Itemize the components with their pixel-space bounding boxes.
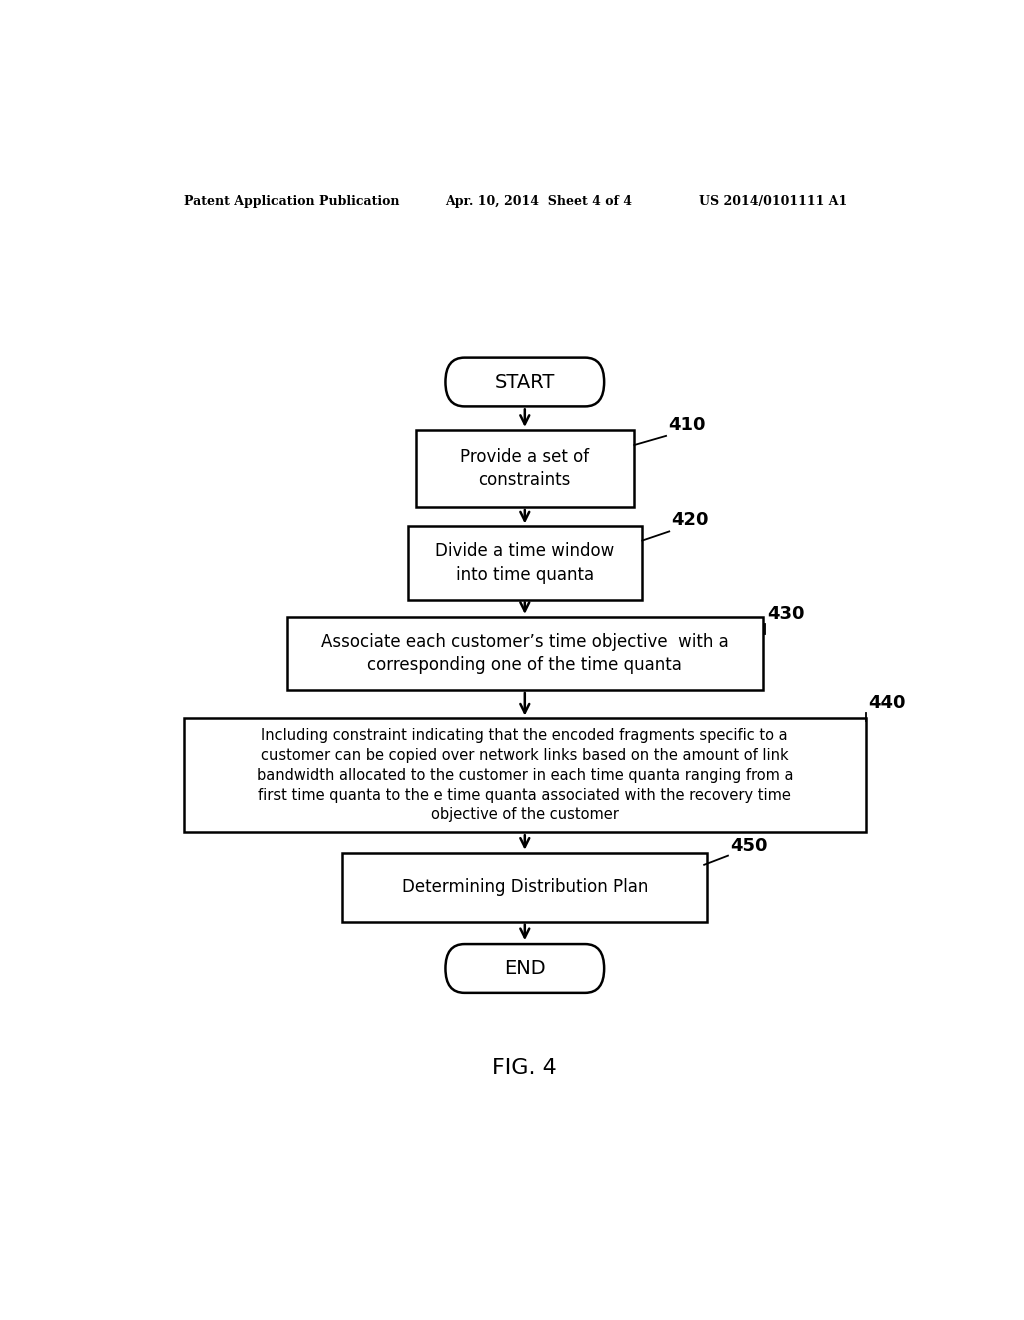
Text: Patent Application Publication: Patent Application Publication <box>183 194 399 207</box>
Text: US 2014/0101111 A1: US 2014/0101111 A1 <box>699 194 848 207</box>
Text: 440: 440 <box>868 694 906 713</box>
Text: 430: 430 <box>768 605 805 623</box>
Text: Determining Distribution Plan: Determining Distribution Plan <box>401 878 648 896</box>
FancyBboxPatch shape <box>445 358 604 407</box>
FancyBboxPatch shape <box>408 527 642 599</box>
Text: Including constraint indicating that the encoded fragments specific to a
custome: Including constraint indicating that the… <box>257 729 793 822</box>
FancyBboxPatch shape <box>445 944 604 993</box>
FancyBboxPatch shape <box>287 616 763 690</box>
Text: Divide a time window
into time quanta: Divide a time window into time quanta <box>435 543 614 583</box>
Text: FIG. 4: FIG. 4 <box>493 1059 557 1078</box>
Text: 420: 420 <box>672 511 709 529</box>
FancyBboxPatch shape <box>342 853 708 921</box>
FancyBboxPatch shape <box>416 430 634 507</box>
Text: END: END <box>504 958 546 978</box>
Text: 450: 450 <box>730 837 768 854</box>
Text: Provide a set of
constraints: Provide a set of constraints <box>460 447 590 490</box>
Text: Apr. 10, 2014  Sheet 4 of 4: Apr. 10, 2014 Sheet 4 of 4 <box>445 194 633 207</box>
Text: 410: 410 <box>669 416 706 434</box>
Text: START: START <box>495 372 555 392</box>
Text: Associate each customer’s time objective  with a
corresponding one of the time q: Associate each customer’s time objective… <box>321 632 729 675</box>
FancyBboxPatch shape <box>183 718 866 833</box>
